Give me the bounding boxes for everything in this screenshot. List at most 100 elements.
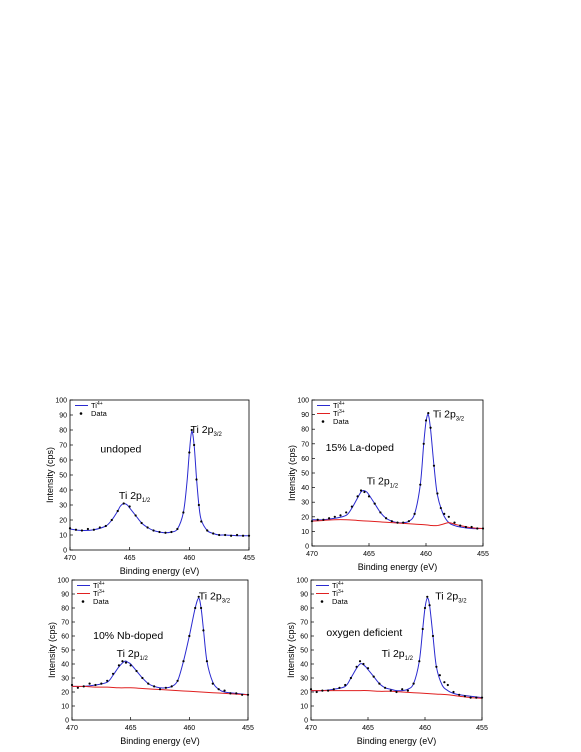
data-point <box>422 442 425 445</box>
data-point <box>195 478 198 481</box>
data-point <box>428 604 431 607</box>
data-point <box>362 662 365 666</box>
data-point <box>211 682 214 685</box>
data-point <box>247 534 251 537</box>
legend: Ti4+Ti3+Data <box>77 581 110 606</box>
peak-label: Ti 2p1/2 <box>382 648 414 662</box>
data-point <box>241 534 245 537</box>
series-line-ti4 <box>311 413 484 530</box>
y-tick-label: 0 <box>63 548 67 555</box>
legend-label: Data <box>93 597 110 606</box>
data-point <box>158 688 162 691</box>
data-point <box>310 520 314 523</box>
data-point <box>190 428 193 432</box>
x-tick-label: 470 <box>305 725 317 732</box>
data-point <box>378 682 381 685</box>
peak-label: Ti 2p1/2 <box>117 648 149 662</box>
peak-label: Ti 2p3/2 <box>199 591 231 605</box>
data-point <box>412 682 415 685</box>
data-point <box>379 511 382 514</box>
data-point <box>402 521 405 524</box>
data-point <box>356 495 359 498</box>
data-point <box>182 511 185 514</box>
data-point <box>396 521 399 524</box>
legend-label: Data <box>333 417 350 426</box>
legend-marker-data <box>79 412 83 415</box>
y-tick-label: 60 <box>301 456 309 463</box>
y-tick-label: 10 <box>300 704 308 711</box>
x-tick-label: 470 <box>66 725 78 732</box>
data-point <box>193 443 196 447</box>
y-tick-label: 0 <box>65 718 69 725</box>
data-point <box>205 660 209 663</box>
data-point <box>176 679 179 682</box>
data-point <box>140 521 143 525</box>
plot-frame <box>69 399 250 551</box>
peak-label: Ti 2p3/2 <box>435 591 467 605</box>
data-point <box>153 685 156 688</box>
data-point <box>134 514 137 517</box>
data-point <box>395 690 398 694</box>
peak-label: Ti 2p1/2 <box>119 490 151 504</box>
legend-marker-data <box>321 420 325 423</box>
data-point <box>349 676 352 680</box>
data-point <box>197 503 200 507</box>
x-axis-label: Binding energy (eV) <box>120 736 200 746</box>
data-point <box>229 692 232 695</box>
data-point <box>390 520 393 523</box>
y-tick-label: 20 <box>301 514 309 521</box>
series-line-ti4 <box>310 597 483 699</box>
data-point <box>358 660 362 663</box>
x-axis-label: Binding energy (eV) <box>357 736 437 746</box>
y-tick-label: 80 <box>300 606 308 613</box>
x-axis-label: Binding energy (eV) <box>120 566 200 576</box>
data-point <box>128 505 131 508</box>
legend-label: Ti4+ <box>332 581 344 590</box>
data-point <box>401 688 404 691</box>
data-point <box>366 667 370 670</box>
data-point <box>438 674 441 677</box>
data-point <box>235 692 238 695</box>
y-tick-label: 10 <box>61 704 69 711</box>
data-point <box>88 682 91 685</box>
data-point <box>188 634 191 638</box>
data-point <box>384 686 387 689</box>
data-point <box>315 690 318 694</box>
data-point <box>447 515 450 518</box>
legend-label: Data <box>91 409 108 418</box>
y-tick-label: 30 <box>59 503 67 510</box>
y-tick-label: 10 <box>301 529 309 536</box>
data-point <box>328 517 331 520</box>
data-point <box>117 664 121 667</box>
data-point <box>436 492 439 495</box>
data-point <box>345 511 348 514</box>
data-point <box>476 527 479 530</box>
y-tick-label: 10 <box>59 533 67 540</box>
y-tick-label: 80 <box>301 427 309 434</box>
y-tick-label: 20 <box>59 518 67 525</box>
data-point <box>344 683 347 687</box>
data-point <box>481 527 485 530</box>
y-tick-label: 60 <box>61 634 69 641</box>
y-tick-label: 70 <box>61 620 69 627</box>
y-tick-label: 40 <box>300 662 308 669</box>
data-point <box>453 521 456 524</box>
data-point <box>439 506 442 510</box>
data-point <box>427 412 430 415</box>
data-point <box>104 524 107 528</box>
data-point <box>435 665 438 668</box>
y-tick-label: 40 <box>61 662 69 669</box>
y-tick-label: 50 <box>61 648 69 655</box>
x-tick-label: 460 <box>183 725 195 732</box>
data-point <box>200 520 203 523</box>
data-point <box>188 451 191 454</box>
y-tick-label: 90 <box>59 413 67 420</box>
data-point <box>421 627 424 631</box>
data-point <box>217 688 220 691</box>
sample-annotation: oxygen deficient <box>326 627 402 639</box>
data-point <box>389 689 392 692</box>
data-point <box>463 695 466 698</box>
legend-label: Ti3+ <box>93 589 105 598</box>
data-point <box>106 679 109 682</box>
data-point <box>316 518 319 521</box>
